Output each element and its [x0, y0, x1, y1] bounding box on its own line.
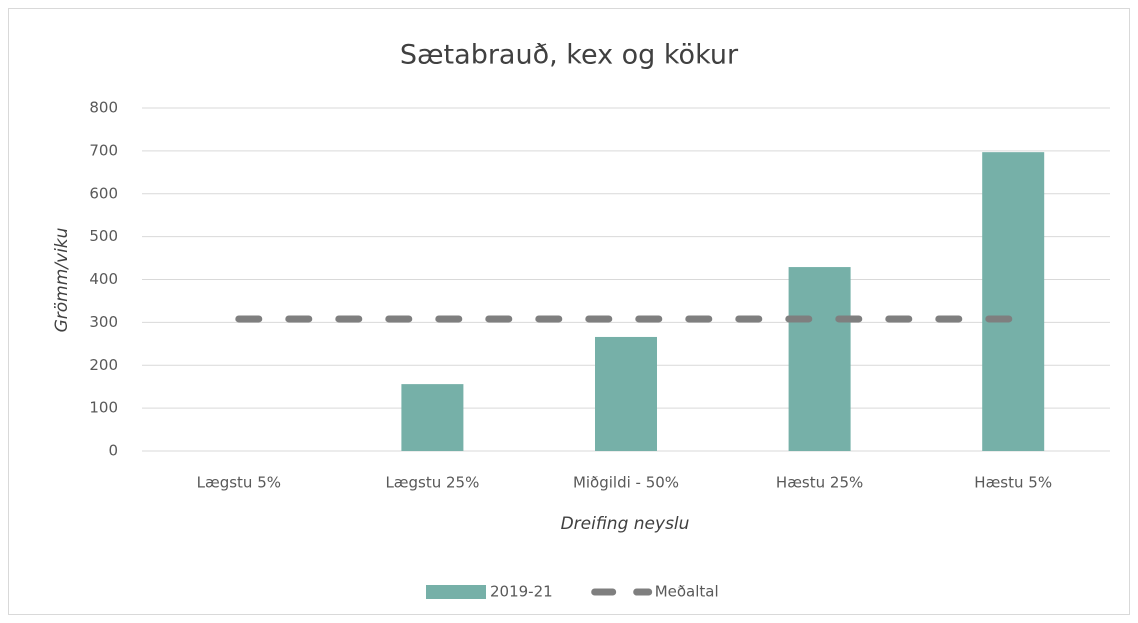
x-tick-label: Hæstu 25%	[776, 474, 863, 492]
legend-label: 2019-21	[490, 583, 553, 601]
legend-label: Meðaltal	[655, 583, 719, 601]
x-tick-label: Hæstu 5%	[974, 474, 1052, 492]
y-tick-label: 300	[89, 313, 118, 331]
y-tick-label: 400	[89, 270, 118, 288]
chart-title: Sætabrauð, kex og kökur	[400, 40, 739, 71]
bar	[401, 384, 464, 451]
y-tick-label: 600	[89, 184, 118, 202]
y-tick-label: 700	[89, 141, 118, 159]
x-tick-label: Lægstu 5%	[197, 474, 281, 492]
legend-swatch	[426, 585, 486, 599]
x-tick-label: Lægstu 25%	[385, 474, 479, 492]
bar	[982, 152, 1045, 451]
y-tick-label: 800	[89, 99, 118, 117]
x-tick-label: Miðgildi - 50%	[573, 474, 679, 492]
y-tick-label: 100	[89, 399, 118, 417]
bar	[595, 336, 657, 451]
chart-frame	[8, 8, 1130, 615]
y-tick-label: 200	[89, 356, 118, 374]
y-tick-label: 500	[89, 227, 118, 245]
x-axis-title: Dreifing neyslu	[561, 514, 690, 534]
y-tick-label: 0	[108, 442, 118, 460]
y-axis-title: Grömm/viku	[52, 227, 72, 332]
bar	[788, 267, 851, 451]
